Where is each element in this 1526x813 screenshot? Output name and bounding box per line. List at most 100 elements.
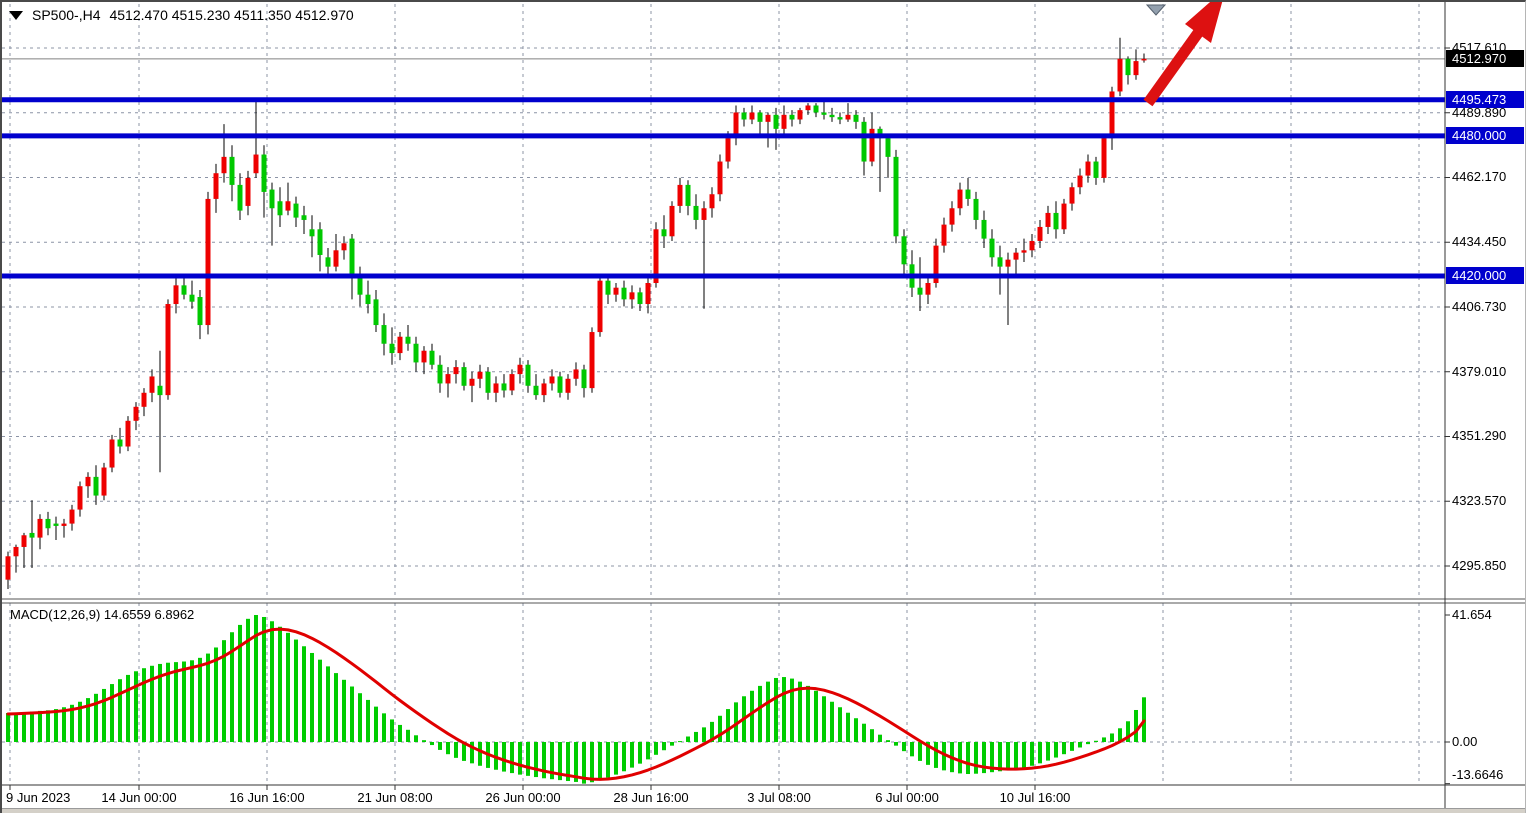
macd-histogram-bar [534, 742, 538, 778]
macd-histogram-bar [934, 742, 938, 768]
candle-body [741, 112, 747, 120]
candle-body [853, 114, 859, 122]
macd-histogram-bar [1030, 742, 1034, 766]
macd-histogram-bar [622, 742, 626, 772]
macd-histogram-bar [502, 742, 506, 772]
candle-body [613, 287, 619, 295]
macd-histogram-bar [222, 640, 226, 742]
candle-body [717, 161, 723, 195]
macd-histogram-bar [342, 679, 346, 742]
macd-histogram-bar [118, 679, 122, 742]
macd-histogram-bar [134, 671, 138, 742]
macd-histogram-bar [46, 710, 50, 742]
time-tick-label: 14 Jun 00:00 [101, 790, 177, 805]
candle-body [541, 383, 547, 396]
macd-histogram-bar [878, 734, 882, 742]
macd-histogram-bar [70, 704, 74, 742]
candle-body [1069, 187, 1075, 204]
candle-body [69, 509, 75, 524]
time-marker-icon[interactable] [1145, 4, 1167, 16]
macd-histogram-bar [190, 660, 194, 742]
candle-body [989, 238, 995, 258]
candle-body [1133, 61, 1139, 76]
macd-histogram-bar [246, 618, 250, 742]
macd-histogram-bar [318, 659, 322, 742]
macd-histogram-bar [774, 677, 778, 742]
macd-histogram-bar [86, 698, 90, 742]
macd-histogram-bar [350, 686, 354, 742]
macd-histogram-bar [910, 742, 914, 757]
macd-histogram-bar [606, 742, 610, 778]
candle-body [237, 184, 243, 211]
macd-histogram-bar [158, 663, 162, 742]
macd-histogram-bar [366, 699, 370, 742]
macd-tick-label: -13.6646 [1452, 767, 1504, 782]
level-price-box[interactable]: 4495.473 [1446, 90, 1524, 108]
window-bottom-strip [2, 808, 1525, 813]
candle-body [509, 374, 515, 391]
macd-histogram-bar [54, 709, 58, 742]
candle-body [885, 138, 891, 157]
candle-body [605, 280, 611, 295]
macd-histogram-bar [798, 681, 802, 742]
time-tick-label: 3 Jul 08:00 [747, 790, 811, 805]
macd-histogram-bar [550, 742, 554, 780]
trend-arrow-shaft[interactable] [1143, 29, 1203, 107]
macd-histogram-bar [102, 688, 106, 742]
price-tick-label: 4489.890 [1452, 104, 1507, 120]
macd-histogram-bar [166, 662, 170, 742]
macd-histogram-bar [286, 632, 290, 742]
candle-body [813, 105, 819, 113]
macd-histogram-bar [398, 724, 402, 742]
macd-histogram-bar [838, 707, 842, 742]
candle-body [317, 229, 323, 255]
candle-body [53, 523, 59, 526]
macd-histogram-bar [598, 742, 602, 780]
trend-arrow-head[interactable] [1185, 2, 1226, 43]
macd-histogram-bar [422, 740, 426, 742]
macd-histogram-bar [150, 665, 154, 742]
candle-body [501, 383, 507, 391]
macd-histogram-bar [958, 742, 962, 774]
candle-body [573, 369, 579, 379]
macd-histogram-bar [902, 742, 906, 752]
price-tick-label: 4434.450 [1452, 234, 1507, 250]
candle-body [1005, 259, 1011, 267]
macd-histogram-bar [1078, 742, 1082, 748]
macd-histogram-bar [1118, 728, 1122, 742]
candle-body [125, 420, 131, 447]
candle-body [805, 105, 811, 111]
candle-body [765, 114, 771, 122]
candle-body [141, 392, 147, 407]
candle-body [1125, 58, 1131, 76]
symbol-dropdown-icon[interactable] [9, 10, 23, 20]
candle-body [453, 367, 459, 375]
candle-body [1021, 250, 1027, 253]
candle-body [525, 364, 531, 386]
candle-body [637, 292, 643, 305]
candle-body [557, 376, 563, 393]
candle-body [669, 205, 675, 237]
macd-histogram-bar [1110, 733, 1114, 742]
candle-body [93, 476, 99, 496]
level-price-box[interactable]: 4420.000 [1446, 266, 1524, 284]
macd-histogram-bar [1070, 742, 1074, 751]
candle-body [1109, 91, 1115, 139]
level-price-box[interactable]: 4480.000 [1446, 126, 1524, 144]
candle-body [357, 278, 363, 295]
candle-body [117, 439, 123, 447]
candle-body [61, 523, 67, 526]
macd-histogram-bar [790, 678, 794, 742]
macd-histogram-bar [214, 647, 218, 742]
macd-histogram-bar [1006, 742, 1010, 771]
symbol-period-label: SP500-,H4 [32, 7, 101, 23]
candle-body [269, 189, 275, 209]
candle-body [861, 121, 867, 162]
macd-histogram-bar [326, 666, 330, 742]
macd-histogram-bar [1086, 742, 1090, 745]
candle-body [581, 369, 587, 389]
macd-histogram-bar [126, 674, 130, 742]
macd-histogram-bar [94, 693, 98, 742]
